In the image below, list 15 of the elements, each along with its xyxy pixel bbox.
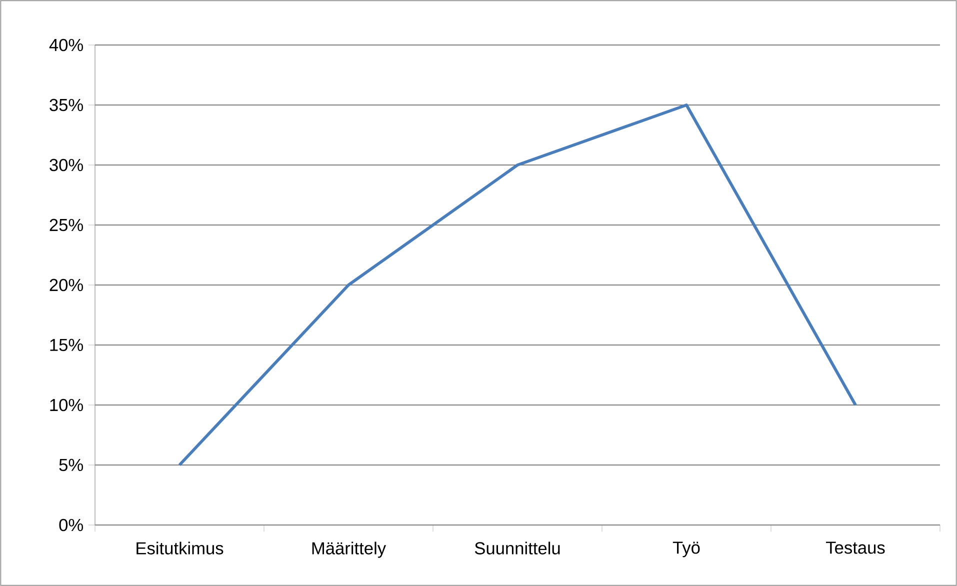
- x-tick-label: Testaus: [826, 542, 885, 554]
- x-tick-label: Työ: [672, 542, 700, 558]
- y-tick-label: 20%: [50, 278, 84, 292]
- y-tick-label: 35%: [50, 98, 84, 112]
- y-tick-label: 15%: [50, 338, 84, 352]
- y-tick-label: 10%: [50, 398, 84, 412]
- line-series: [178, 104, 857, 466]
- x-tick-label: Esitutkimus: [136, 542, 224, 554]
- y-tick-label: 30%: [50, 158, 84, 172]
- y-tick-label: 40%: [49, 38, 84, 52]
- x-tick-label: Määrittely: [312, 542, 386, 558]
- x-tick-label: Suunnittelu: [474, 542, 560, 554]
- y-tick-label: 0%: [59, 518, 84, 532]
- y-tick-label: 25%: [50, 218, 84, 232]
- y-tick-label: 5%: [59, 458, 84, 472]
